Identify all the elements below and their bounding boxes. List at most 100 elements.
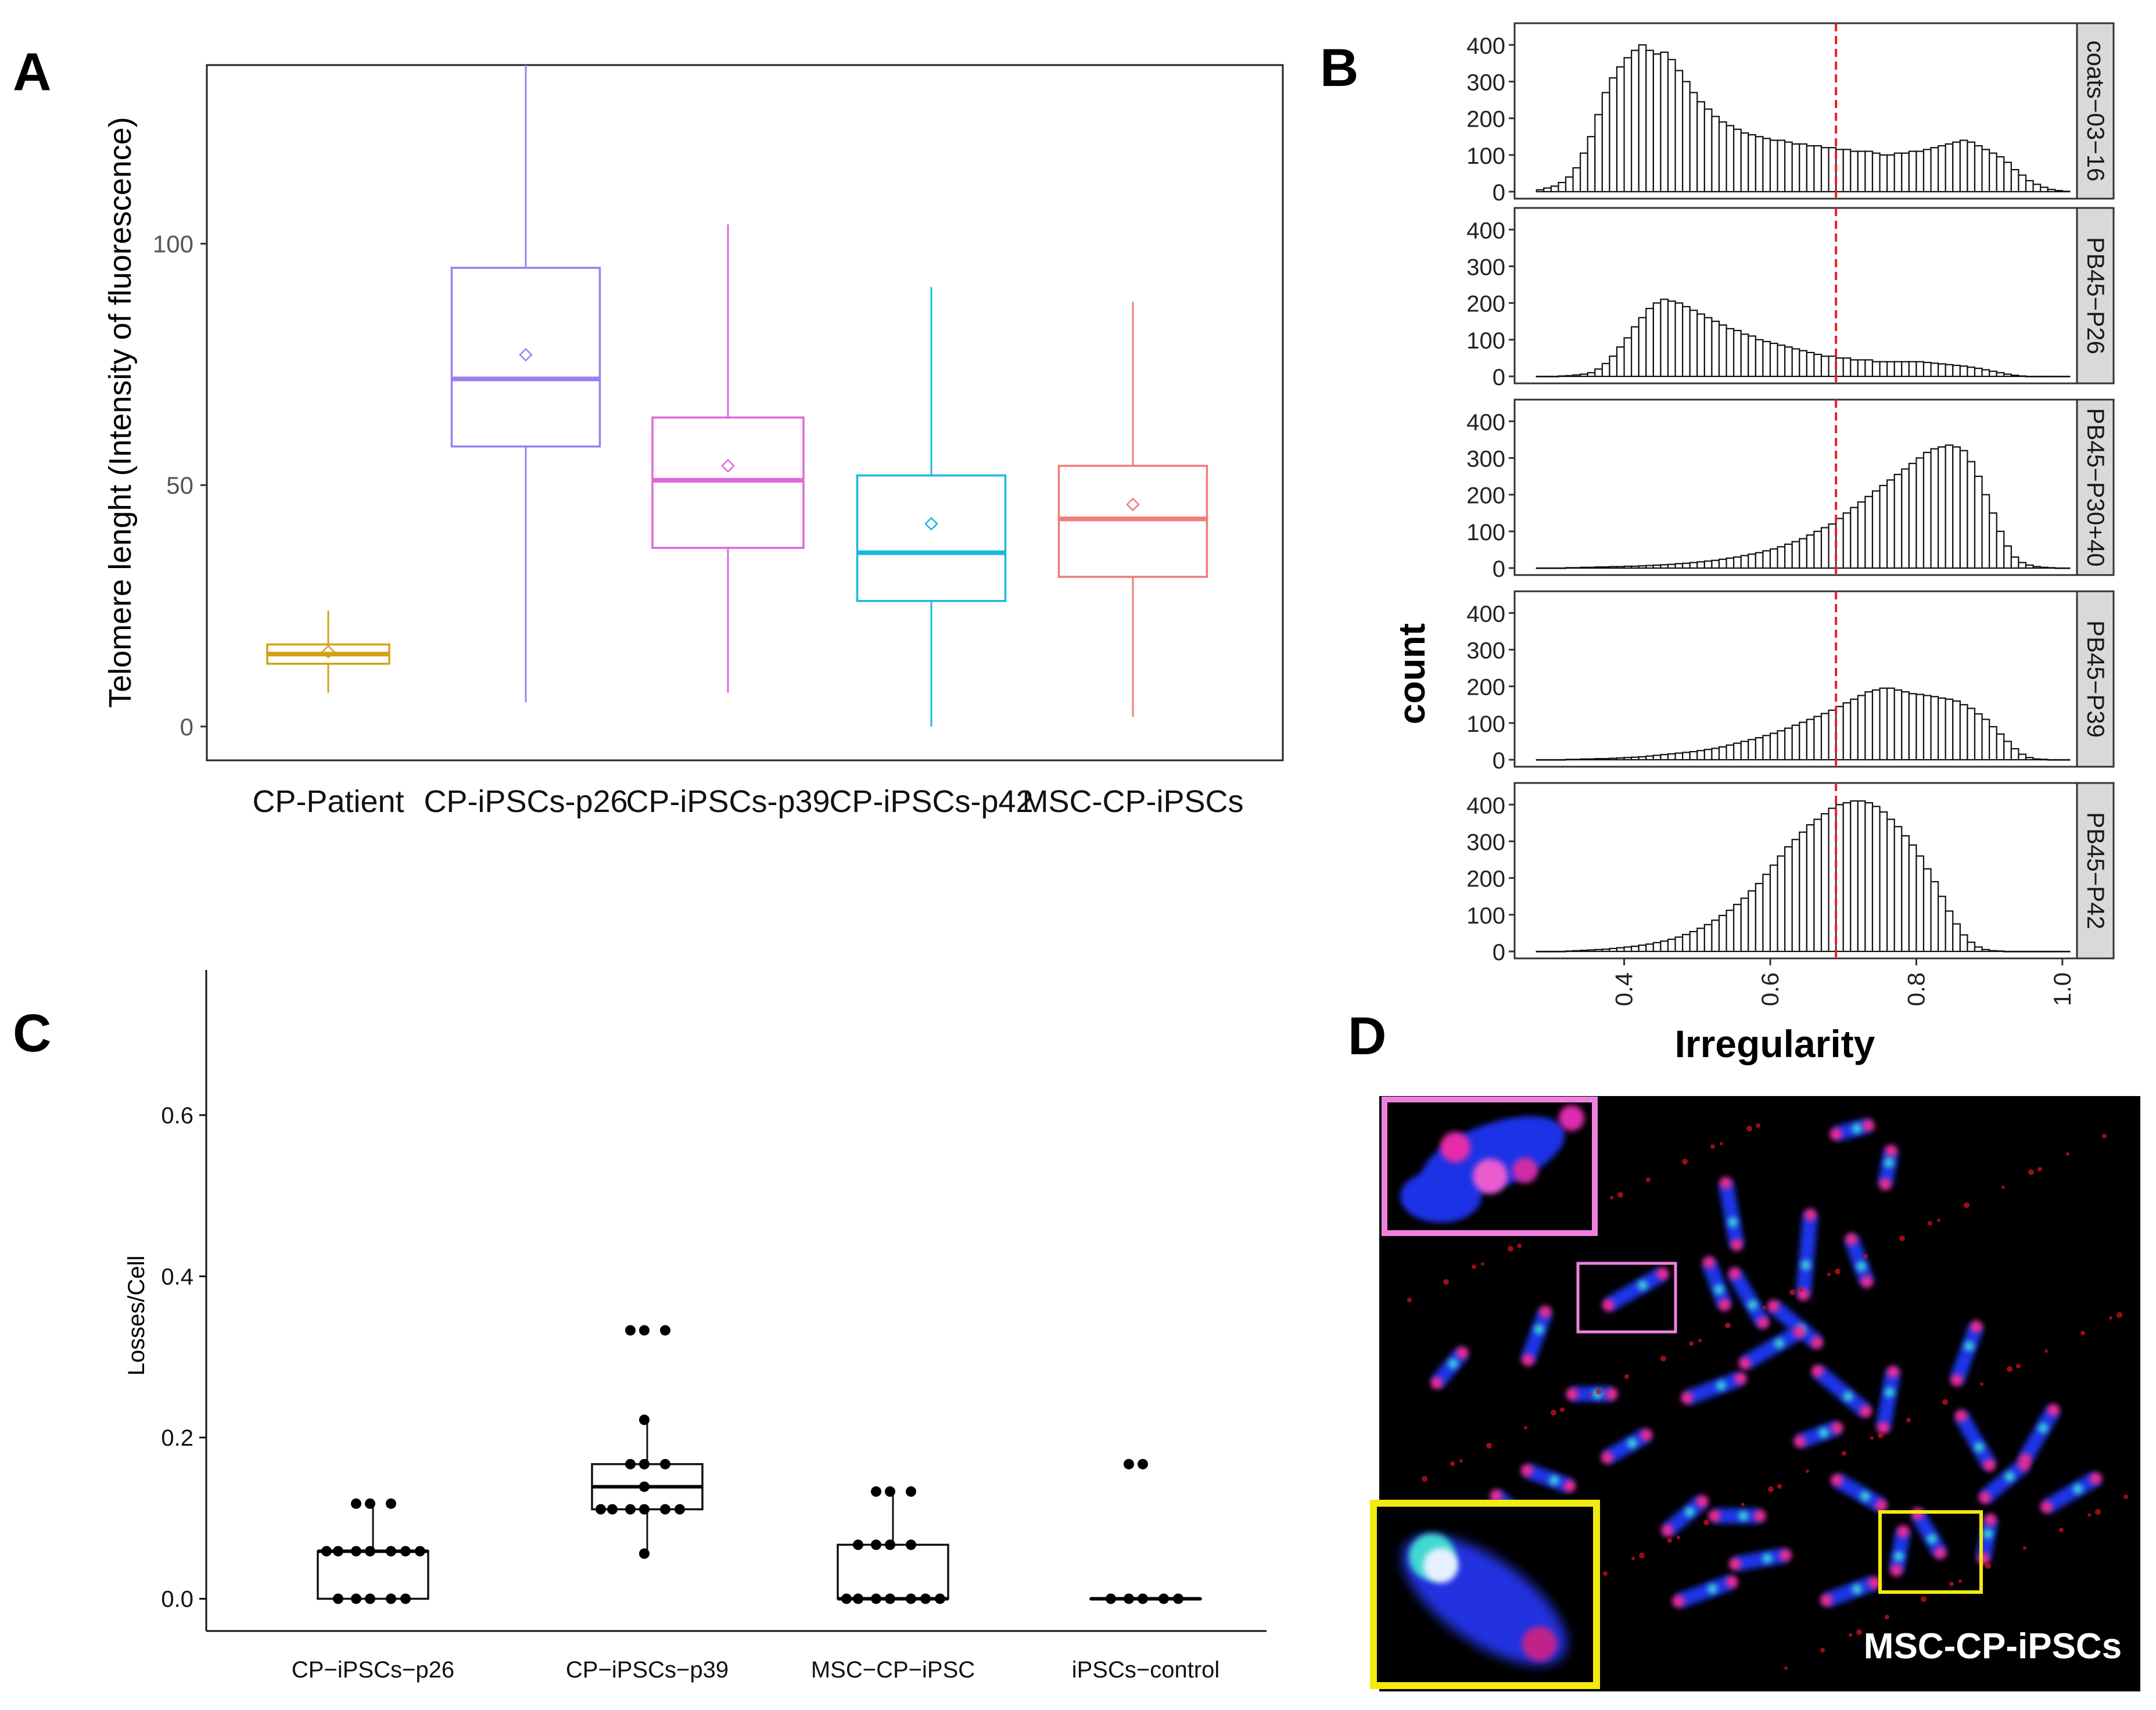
panel-b-histogram-bar xyxy=(1645,755,1654,761)
telomere-signal xyxy=(1890,1564,1903,1576)
background-speckle xyxy=(1422,1476,1427,1482)
panel-b-histogram-bar xyxy=(1645,565,1654,569)
chromosome-body xyxy=(1878,1147,1898,1188)
panel-b-histogram-bar xyxy=(1733,128,1742,193)
panel-a-y-axis-label: Telomere lenght (Intensity of fluorescen… xyxy=(103,117,138,708)
panel-b-histogram-bar xyxy=(1609,947,1618,953)
panel-b-histogram-bar xyxy=(1674,752,1684,761)
panel-b-histogram-bar xyxy=(1550,185,1559,193)
panel-b-histogram-bar xyxy=(1850,800,1859,953)
panel-b-facet-label: PB45−P39 xyxy=(2082,620,2110,738)
chromosome xyxy=(1831,1474,1888,1511)
panel-b-histogram-bar xyxy=(1543,950,1552,953)
panel-b-histogram-bar xyxy=(1623,565,1633,569)
telomere-signal xyxy=(1754,1510,1766,1522)
panel-b-histogram-bar xyxy=(1981,494,1990,569)
panel-b-histogram-bar xyxy=(1601,92,1610,193)
panel-b-histogram-bar xyxy=(1974,713,1983,761)
background-speckle xyxy=(1746,1126,1752,1131)
panel-b-y-tick-label: 0 xyxy=(1493,556,1505,582)
telomere-signal xyxy=(1757,1317,1769,1329)
panel-b-histogram-bar xyxy=(1769,732,1778,761)
panel-b-histogram-bar xyxy=(1689,750,1698,761)
panel-b-histogram-bar xyxy=(1886,687,1895,761)
panel-b-histogram-bar xyxy=(2003,161,2012,193)
background-speckle xyxy=(2028,1169,2034,1175)
telomere-signal xyxy=(1897,1525,1909,1537)
panel-b-histogram-bar xyxy=(2010,950,2019,953)
panel-b-histogram-bar xyxy=(1572,167,1581,193)
telomere-signal xyxy=(1875,1500,1888,1511)
panel-b-histogram-bar xyxy=(1740,897,1749,953)
panel-b-histogram-bar xyxy=(1645,308,1654,378)
panel-b-histogram-bar xyxy=(1879,484,1888,569)
panel-b-histogram-bar xyxy=(1915,694,1925,761)
panel-b-facet-strip xyxy=(2076,22,2115,200)
background-speckle xyxy=(1660,1356,1666,1361)
panel-b-histogram-bar xyxy=(1536,567,1545,569)
panel-b-histogram-bar xyxy=(1879,361,1888,378)
panel-b-histogram-bar xyxy=(1945,444,1954,569)
panel-b-histogram-bar xyxy=(1543,375,1552,378)
panel-b-histogram-bar xyxy=(1616,566,1625,569)
telomere-signal xyxy=(1820,1594,1832,1607)
panel-b-histogram-bar xyxy=(1536,950,1545,953)
background-speckle xyxy=(1689,1341,1694,1346)
panel-a-boxplot: 0 50 100 CP-Patient CP-iPSCs-p26CP-iPSCs-p3… xyxy=(103,64,1284,819)
telomere-signal xyxy=(1731,1239,1743,1251)
panel-b-y-tick-label: 400 xyxy=(1466,33,1505,59)
chromosome-body xyxy=(1432,1348,1468,1388)
panel-b-histogram-bar xyxy=(1791,143,1800,193)
panel-b-histogram-bar xyxy=(2025,757,2034,761)
chromosome xyxy=(1431,1346,1468,1389)
panel-b-histogram-bar xyxy=(1922,868,1932,953)
panel-b-histogram-bar xyxy=(1769,343,1778,378)
panel-label-c: C xyxy=(13,1004,51,1063)
panel-b-histogram-bar xyxy=(1616,757,1625,761)
panel-c-data-point xyxy=(885,1593,895,1604)
panel-b-histogram-bar xyxy=(1674,302,1684,378)
panel-b-histogram-bar xyxy=(1587,758,1596,761)
panel-b-histogram-bar xyxy=(1820,355,1829,378)
background-speckle xyxy=(1784,1666,1788,1670)
panel-c-data-point xyxy=(400,1546,411,1557)
panel-b-histogram-bar xyxy=(1601,758,1610,761)
panel-b-histogram-bar xyxy=(1638,565,1647,569)
panel-b-histogram-bar xyxy=(1901,835,1910,953)
panel-b-histogram-bar xyxy=(1777,344,1786,378)
panel-b-histogram-bar xyxy=(1886,818,1895,953)
panel-b-histogram-bar xyxy=(1652,755,1662,761)
panel-c-data-point xyxy=(639,1458,650,1470)
panel-b-histogram-bar xyxy=(1915,855,1925,953)
panel-b-histogram-bar xyxy=(1989,726,1997,761)
panel-b-histogram-bar xyxy=(2054,190,2063,193)
panel-b-histogram-bar xyxy=(1784,846,1793,953)
centromere-signal xyxy=(1638,1280,1648,1290)
panel-b-histogram-bar xyxy=(1769,548,1778,569)
panel-b-histogram-bar xyxy=(1813,716,1823,761)
panel-c-data-point xyxy=(321,1546,332,1557)
centromere-signal xyxy=(1738,1511,1748,1521)
panel-b-histogram-bar xyxy=(1536,189,1545,193)
panel-b-histogram-bar xyxy=(1820,813,1829,953)
panel-b-histogram-bar xyxy=(1945,910,1954,953)
chromosome-body xyxy=(2019,1406,2059,1464)
centromere-signal xyxy=(1860,1492,1870,1501)
background-speckle xyxy=(1517,1244,1522,1248)
centromere-signal xyxy=(1448,1359,1458,1368)
panel-b-histogram-bar xyxy=(1784,727,1793,761)
chromosome xyxy=(1522,1306,1552,1366)
background-speckle xyxy=(2037,1167,2042,1172)
panel-b-histogram-bar xyxy=(1587,949,1596,953)
panel-b-histogram-bar xyxy=(1572,567,1581,569)
chromosome xyxy=(1767,1300,1823,1349)
telomere-signal xyxy=(1729,1558,1741,1570)
panel-b-histogram-bar xyxy=(1996,156,2005,193)
panel-b-y-tick-label: 0 xyxy=(1493,180,1505,206)
panel-b-histogram-bar xyxy=(1594,949,1603,953)
centromere-signal xyxy=(1894,1551,1904,1561)
panel-b-histogram-bar xyxy=(2032,566,2042,569)
panel-c-y-tick-label: 0.2 xyxy=(161,1425,193,1451)
panel-b-histogram-bar xyxy=(1623,57,1633,193)
panel-b-histogram-bar xyxy=(1806,145,1815,193)
